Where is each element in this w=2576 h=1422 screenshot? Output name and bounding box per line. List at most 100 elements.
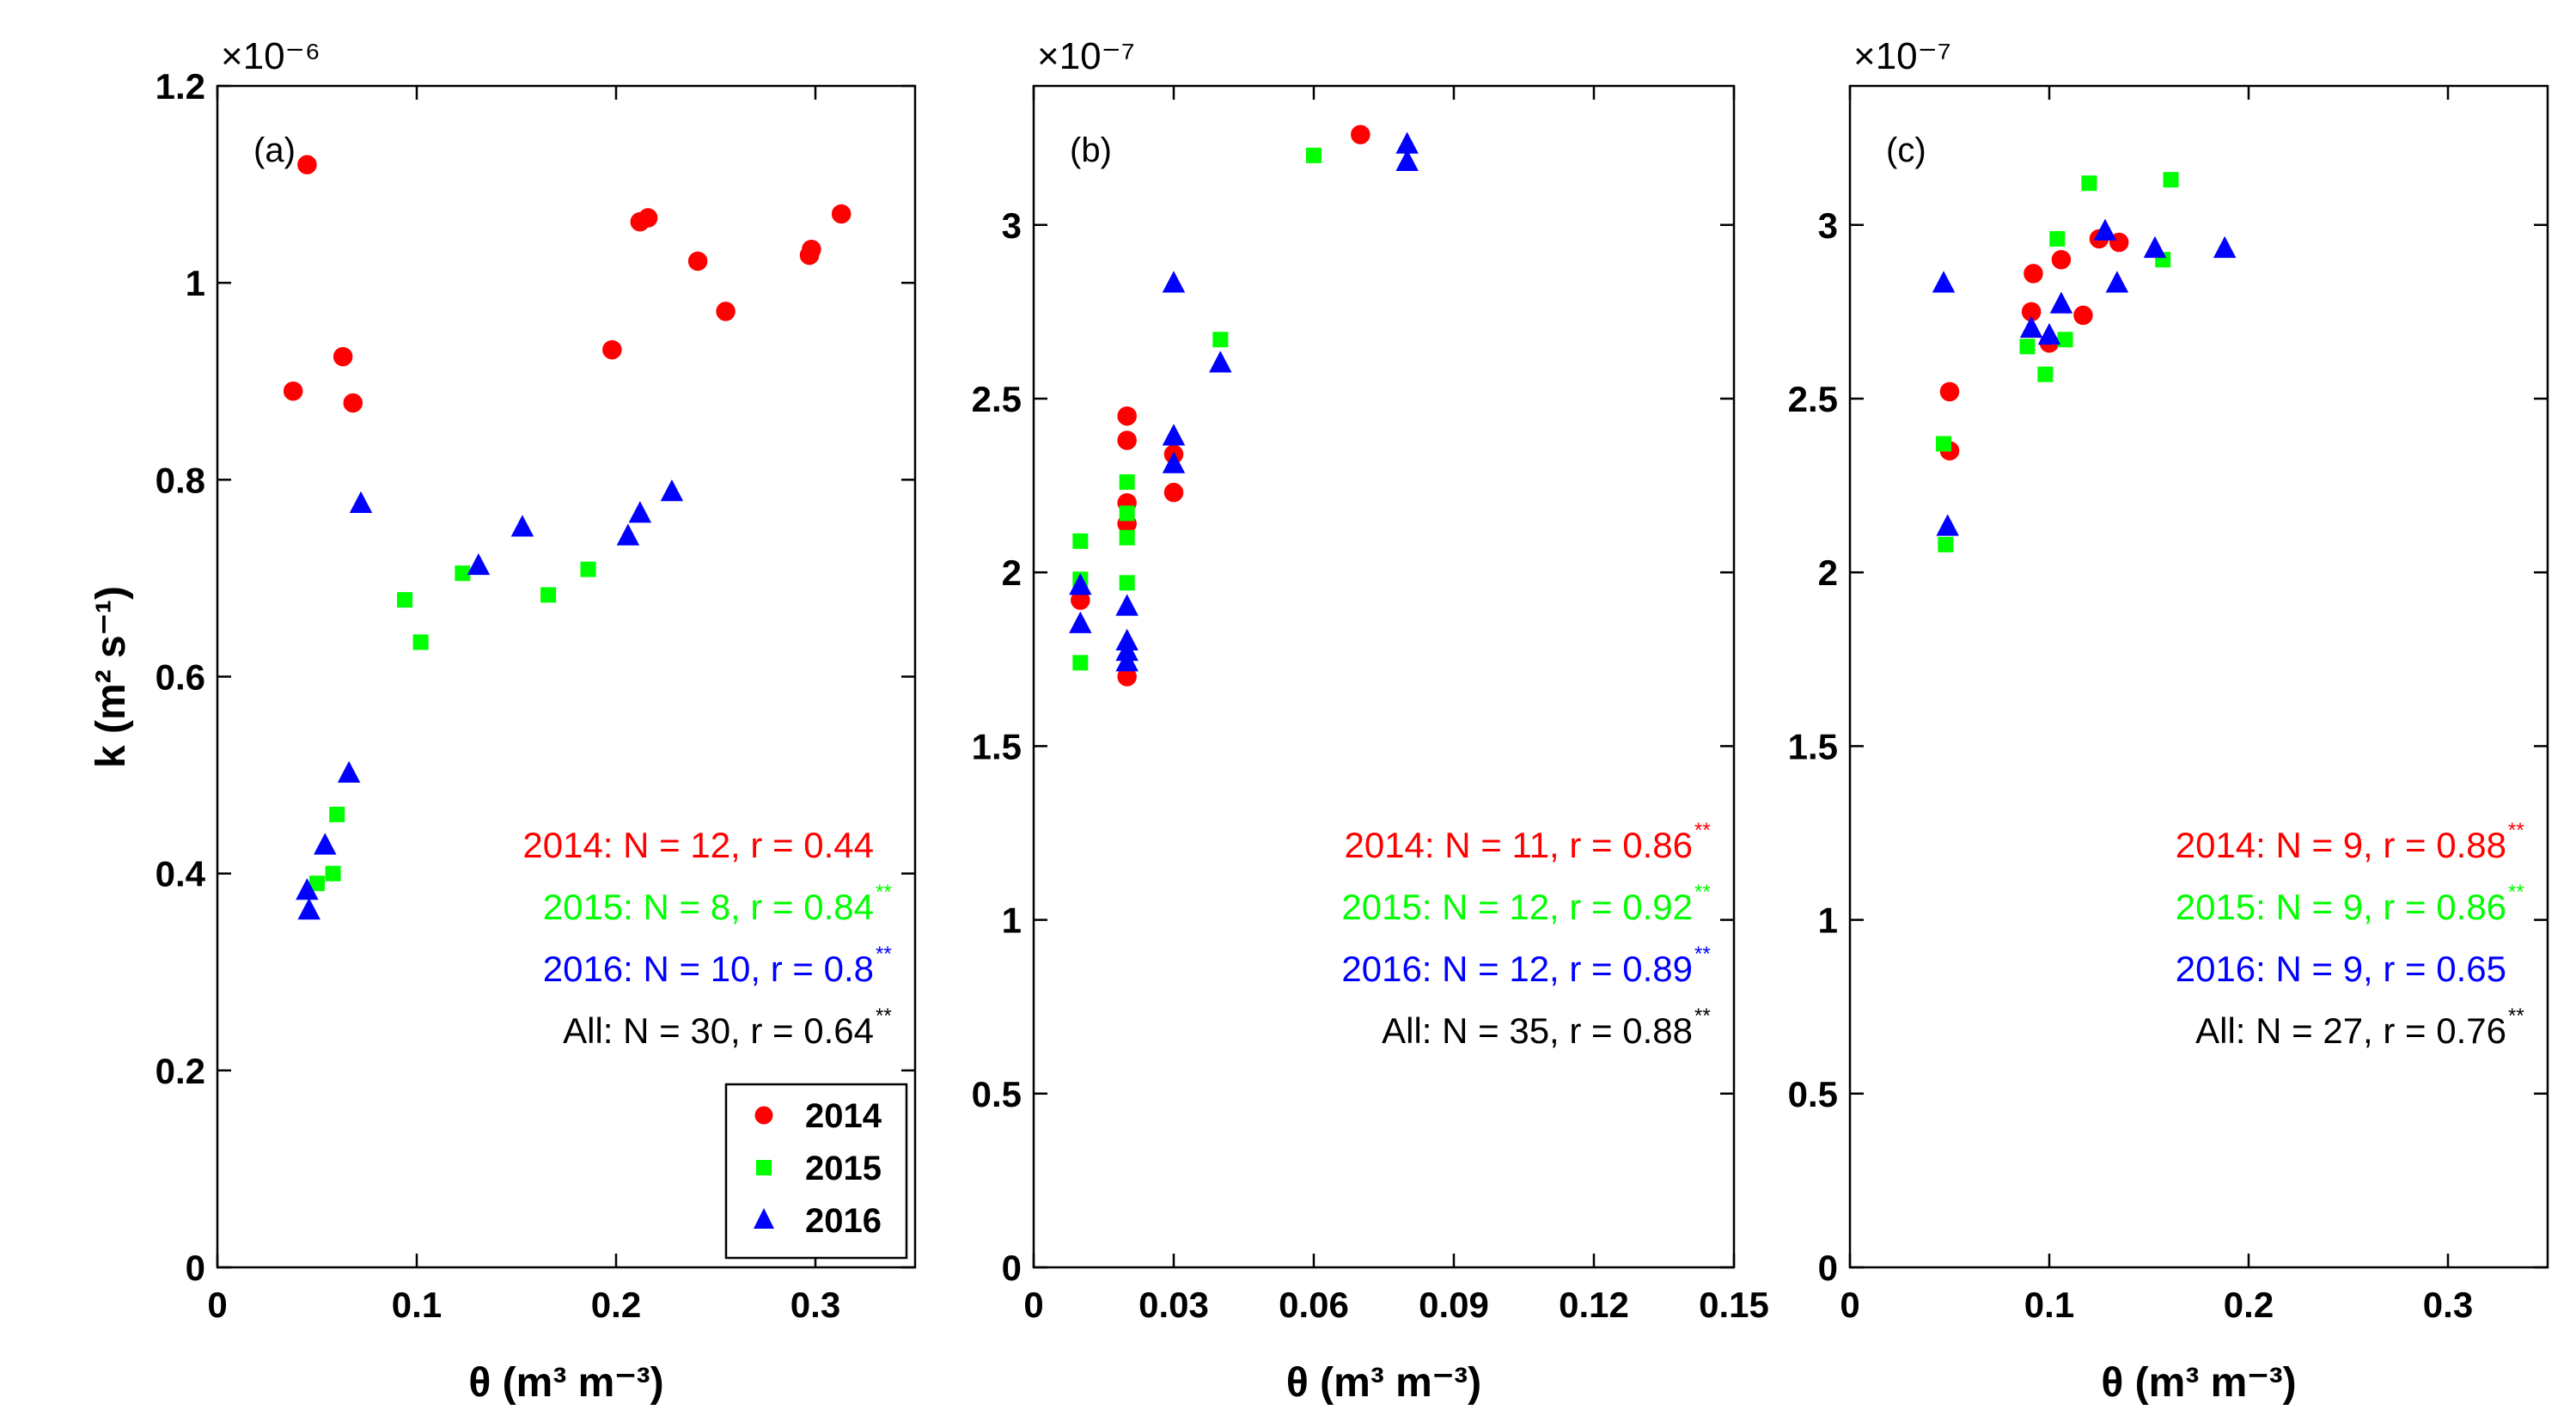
y-tick-label: 2.5 bbox=[1788, 379, 1838, 419]
y-tick-label: 0 bbox=[1002, 1248, 1022, 1288]
significance-marker: ** bbox=[1694, 943, 1711, 966]
data-point-2014 bbox=[638, 208, 658, 228]
panel-label: (a) bbox=[253, 131, 296, 169]
x-tick-label: 0.1 bbox=[2024, 1285, 2074, 1325]
y-tick-label: 2 bbox=[1818, 552, 1838, 593]
y-tick-label: 0.4 bbox=[156, 854, 206, 894]
data-point-2015 bbox=[1119, 529, 1135, 546]
data-point-2014 bbox=[802, 239, 821, 259]
stat-annotation: 2016: N = 12, r = 0.89 ** bbox=[1341, 943, 1710, 989]
data-point-2014 bbox=[716, 302, 736, 321]
x-tick-label: 0.3 bbox=[2423, 1285, 2473, 1325]
x-axis-label: θ (m³ m⁻³) bbox=[2101, 1360, 2296, 1406]
data-point-2016 bbox=[628, 501, 652, 523]
data-point-2016 bbox=[660, 479, 684, 502]
x-axis-label: θ (m³ m⁻³) bbox=[1286, 1360, 1481, 1406]
stat-annotation: 2015: N = 8, r = 0.84 ** bbox=[543, 881, 892, 927]
data-point-2016 bbox=[2093, 218, 2117, 241]
x-tick-label: 0 bbox=[207, 1285, 227, 1325]
data-point-2015 bbox=[1938, 536, 1954, 552]
y-tick-label: 0.8 bbox=[156, 460, 205, 500]
stat-text: All: N = 30, r = 0.64 bbox=[563, 1010, 874, 1051]
stat-annotation: All: N = 27, r = 0.76 ** bbox=[2195, 1004, 2524, 1051]
y-tick-label: 0 bbox=[186, 1248, 205, 1288]
x-tick-label: 0.06 bbox=[1279, 1285, 1349, 1325]
axes-box bbox=[1032, 84, 1736, 1269]
x-tick-label: 0.09 bbox=[1419, 1285, 1489, 1325]
significance-marker: ** bbox=[1694, 1004, 1711, 1028]
data-point-2016 bbox=[1162, 271, 1186, 293]
significance-marker: ** bbox=[876, 881, 892, 904]
data-point-2015 bbox=[455, 565, 471, 582]
x-tick-label: 0.12 bbox=[1559, 1285, 1629, 1325]
legend-label-2016: 2016 bbox=[805, 1202, 882, 1240]
panel-2: 0 0.03 0.06 0.09 0.12 0.15 0 0.5 1 1.5 2 2.5 3 ×10⁻⁷ (… bbox=[972, 35, 1769, 1406]
data-point-2015 bbox=[309, 876, 325, 892]
y-tick-label: 3 bbox=[1818, 205, 1838, 246]
data-point-2016 bbox=[1069, 573, 1092, 595]
data-point-2015 bbox=[329, 806, 345, 822]
data-point-2014 bbox=[283, 381, 303, 401]
series-2016 bbox=[1932, 218, 2237, 536]
stat-text: 2016: N = 12, r = 0.89 bbox=[1341, 949, 1693, 989]
axis-exponent-label: ×10⁻⁷ bbox=[1853, 35, 1951, 77]
data-point-2016 bbox=[2213, 235, 2237, 259]
stat-annotation: All: N = 30, r = 0.64 ** bbox=[563, 1004, 892, 1051]
significance-marker: ** bbox=[1694, 881, 1711, 904]
data-point-2015 bbox=[1119, 474, 1135, 491]
data-point-2016 bbox=[1209, 351, 1232, 373]
x-axis-label: θ (m³ m⁻³) bbox=[468, 1360, 663, 1406]
y-tick-label: 2.5 bbox=[972, 379, 1022, 419]
data-point-2016 bbox=[1162, 424, 1186, 446]
x-tick-label: 0.3 bbox=[791, 1285, 840, 1325]
data-point-2014 bbox=[2073, 305, 2093, 326]
data-point-2016 bbox=[2037, 322, 2061, 345]
stat-annotation: 2015: N = 12, r = 0.92 ** bbox=[1341, 881, 1710, 927]
data-point-2015 bbox=[2049, 230, 2066, 247]
x-tick-label: 0 bbox=[1023, 1285, 1043, 1325]
data-point-2016 bbox=[314, 833, 337, 855]
data-point-2014 bbox=[297, 155, 317, 174]
data-point-2016 bbox=[2105, 271, 2129, 293]
significance-marker: ** bbox=[1694, 819, 1711, 842]
stat-text: 2015: N = 12, r = 0.92 bbox=[1341, 887, 1693, 927]
series-2014 bbox=[283, 155, 852, 413]
y-tick-label: 0.6 bbox=[156, 657, 205, 698]
data-point-2015 bbox=[2163, 172, 2179, 188]
stat-annotation: 2015: N = 9, r = 0.86 ** bbox=[2176, 881, 2524, 927]
series-2015 bbox=[1936, 172, 2179, 552]
legend-label-2014: 2014 bbox=[805, 1097, 882, 1135]
data-point-2016 bbox=[2049, 291, 2073, 314]
data-point-2014 bbox=[687, 251, 708, 272]
data-point-2016 bbox=[297, 897, 320, 920]
data-point-2015 bbox=[325, 865, 341, 882]
legend-marker-2015 bbox=[756, 1160, 772, 1175]
data-point-2014 bbox=[333, 346, 353, 367]
data-point-2014 bbox=[2024, 264, 2043, 284]
data-point-2016 bbox=[1932, 271, 1956, 293]
data-point-2015 bbox=[2081, 175, 2097, 192]
y-tick-label: 0.2 bbox=[156, 1051, 205, 1091]
data-point-2016 bbox=[1395, 149, 1419, 171]
stat-annotation: All: N = 35, r = 0.88 ** bbox=[1382, 1004, 1711, 1051]
series-2016 bbox=[296, 479, 684, 920]
stat-annotation: 2014: N = 12, r = 0.44 bbox=[522, 825, 874, 865]
data-point-2015 bbox=[1072, 533, 1089, 549]
y-tick-label: 1 bbox=[186, 263, 205, 303]
series-2014 bbox=[1071, 125, 1370, 687]
data-point-2014 bbox=[602, 339, 622, 360]
legend-marker-2016 bbox=[754, 1208, 774, 1229]
data-point-2016 bbox=[510, 515, 534, 537]
data-point-2015 bbox=[1119, 505, 1135, 522]
data-point-2015 bbox=[2057, 332, 2073, 348]
data-point-2014 bbox=[2051, 249, 2072, 270]
series-2015 bbox=[309, 561, 596, 892]
y-tick-label: 1 bbox=[1002, 900, 1022, 941]
y-tick-label: 3 bbox=[1002, 205, 1022, 246]
data-point-2015 bbox=[2019, 339, 2036, 355]
legend-marker-2014 bbox=[754, 1106, 773, 1125]
data-point-2016 bbox=[2143, 235, 2167, 259]
data-point-2014 bbox=[1351, 125, 1370, 144]
data-point-2015 bbox=[2037, 366, 2054, 382]
